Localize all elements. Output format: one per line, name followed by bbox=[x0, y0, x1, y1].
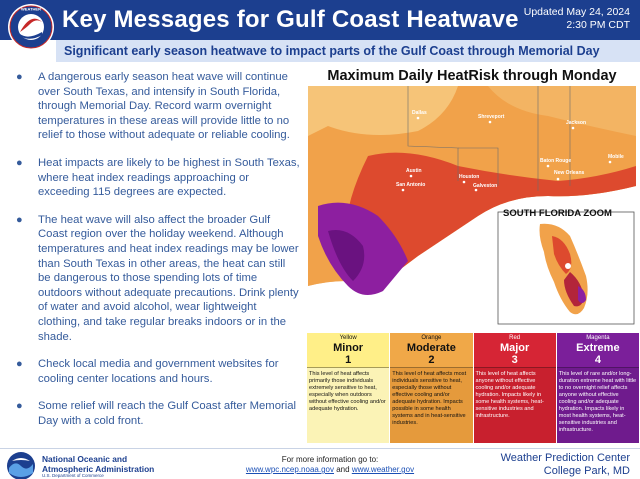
legend-level-name: Moderate bbox=[406, 342, 456, 354]
wpc-location: College Park, MD bbox=[543, 465, 630, 477]
noaa-logo-icon bbox=[7, 452, 35, 479]
legend-color-name: Yellow bbox=[339, 335, 357, 341]
svg-text:WEATHER: WEATHER bbox=[21, 7, 41, 12]
nws-link[interactable]: www.weather.gov bbox=[351, 465, 415, 474]
legend-moderate: Orange Moderate 2 This level of heat aff… bbox=[390, 333, 474, 443]
legend-description: This level of heat affects most individu… bbox=[390, 368, 473, 443]
more-info-links: www.wpc.ncep.noaa.gov and www.weather.go… bbox=[230, 465, 430, 475]
legend-description: This level of heat affects primarily tho… bbox=[307, 368, 390, 443]
legend-description: This level of rare and/or long-duration … bbox=[556, 368, 639, 443]
legend-header: Red Major 3 bbox=[473, 333, 556, 368]
key-messages-list: ● A dangerous early season heat wave will… bbox=[14, 70, 300, 441]
inset-label: SOUTH FLORIDA ZOOM bbox=[503, 208, 612, 219]
legend-extreme: Magenta Extreme 4 This level of rare and… bbox=[556, 333, 639, 443]
bullet-icon: ● bbox=[16, 400, 23, 413]
legend-color-name: Magenta bbox=[586, 335, 610, 341]
legend-minor: Yellow Minor 1 This level of heat affect… bbox=[307, 333, 391, 443]
updated-date: Updated May 24, 2024 bbox=[523, 6, 630, 18]
city-label: Baton Rouge bbox=[540, 158, 571, 164]
noaa-department: U.S. Department of Commerce bbox=[42, 473, 104, 478]
city-label: Jackson bbox=[566, 120, 586, 126]
legend-color-name: Orange bbox=[421, 335, 442, 341]
key-message: ● The heat wave will also affect the broa… bbox=[14, 213, 300, 344]
bullet-icon: ● bbox=[16, 156, 23, 169]
legend-level-name: Extreme bbox=[576, 342, 620, 354]
footer bbox=[0, 448, 640, 479]
city-label: Houston bbox=[459, 174, 479, 180]
more-info: For more information go to: www.wpc.ncep… bbox=[230, 455, 430, 475]
updated-timestamp: Updated May 24, 2024 2:30 PM CDT bbox=[524, 6, 630, 32]
map-title: Maximum Daily HeatRisk through Monday bbox=[327, 68, 617, 84]
key-message-text: Check local media and government website… bbox=[38, 358, 279, 385]
link-separator: and bbox=[336, 465, 350, 474]
legend-level-name: Major bbox=[499, 342, 530, 354]
key-message-text: Some relief will reach the Gulf Coast af… bbox=[38, 400, 297, 427]
city-label: New Orleans bbox=[554, 170, 585, 176]
noaa-name-line: Atmospheric Administration bbox=[42, 464, 155, 474]
legend-level-name: Minor bbox=[333, 342, 364, 354]
heatrisk-map: Dallas Shreveport Jackson Austin Houston… bbox=[308, 86, 636, 326]
page-title: Key Messages for Gulf Coast Heatwave bbox=[62, 6, 519, 33]
city-label: San Antonio bbox=[396, 182, 425, 188]
more-info-label: For more information go to: bbox=[281, 455, 379, 464]
key-message-text: Heat impacts are likely to be highest in… bbox=[38, 156, 300, 199]
wpc-name: Weather Prediction Center bbox=[500, 452, 630, 464]
city-label: Mobile bbox=[608, 154, 624, 160]
city-label: Shreveport bbox=[478, 114, 505, 120]
legend-header: Orange Moderate 2 bbox=[390, 333, 473, 368]
wpc-credit: Weather Prediction Center College Park, … bbox=[501, 452, 630, 478]
subtitle: Significant early season heatwave to imp… bbox=[64, 44, 600, 58]
updated-time: 2:30 PM CDT bbox=[566, 19, 630, 31]
legend-color-name: Red bbox=[509, 335, 521, 341]
bullet-icon: ● bbox=[16, 213, 23, 226]
heatrisk-legend: Yellow Minor 1 This level of heat affect… bbox=[307, 333, 639, 443]
bullet-icon: ● bbox=[16, 358, 23, 371]
nws-logo-icon: WEATHER bbox=[8, 4, 54, 50]
legend-header: Magenta Extreme 4 bbox=[556, 333, 639, 368]
legend-description: This level of heat affects anyone withou… bbox=[473, 368, 556, 443]
legend-level-number: 4 bbox=[594, 354, 601, 366]
wpc-link[interactable]: www.wpc.ncep.noaa.gov bbox=[245, 465, 334, 474]
bullet-icon: ● bbox=[16, 71, 23, 83]
legend-level-number: 1 bbox=[345, 354, 352, 366]
key-message-text: The heat wave will also affect the broad… bbox=[38, 213, 299, 343]
city-label: Galveston bbox=[473, 183, 497, 189]
noaa-name: National Oceanic and Atmospheric Adminis… bbox=[42, 454, 154, 474]
legend-level-number: 3 bbox=[511, 354, 518, 366]
legend-level-number: 2 bbox=[428, 354, 435, 366]
legend-major: Red Major 3 This level of heat affects a… bbox=[473, 333, 557, 443]
noaa-name-line: National Oceanic and bbox=[42, 454, 128, 464]
city-label: Dallas bbox=[412, 110, 427, 116]
key-message: ● Some relief will reach the Gulf Coast a… bbox=[14, 399, 300, 428]
subtitle-bar bbox=[56, 40, 640, 62]
key-message-text: A dangerous early season heat wave will … bbox=[38, 71, 290, 142]
city-label: Austin bbox=[406, 168, 422, 174]
key-message: ● A dangerous early season heat wave will… bbox=[14, 70, 300, 143]
legend-header: Yellow Minor 1 bbox=[307, 333, 390, 368]
key-message: ● Heat impacts are likely to be highest i… bbox=[14, 156, 300, 200]
key-message: ● Check local media and government websit… bbox=[14, 357, 300, 386]
header-bar bbox=[0, 0, 640, 40]
